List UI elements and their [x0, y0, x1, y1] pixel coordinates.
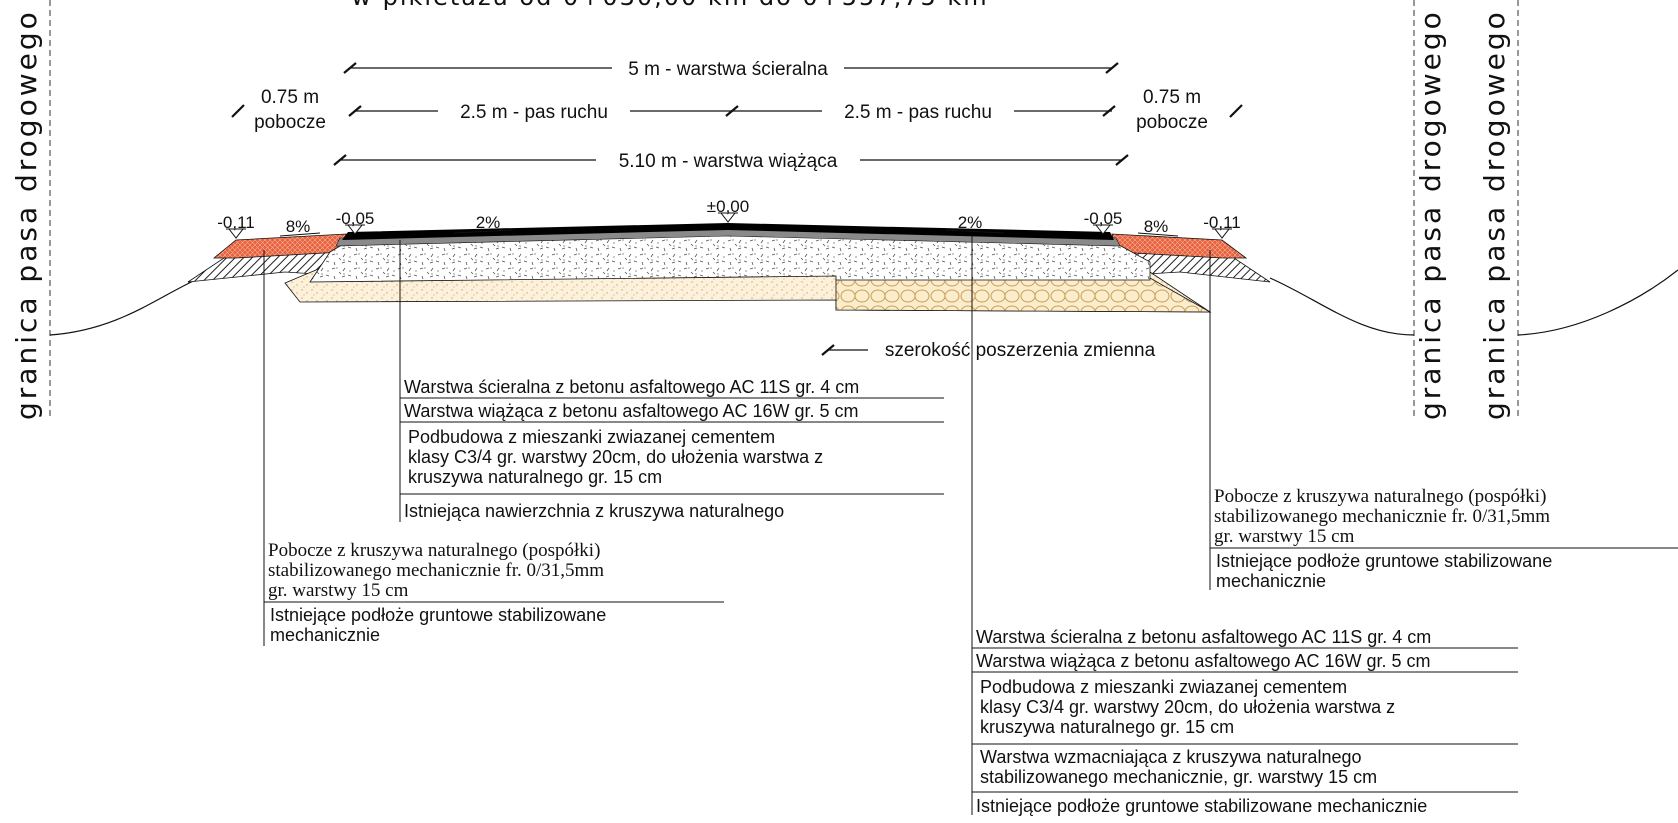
level-shoulder-slope-right: 8%	[1144, 217, 1169, 236]
legend-existing-aggregate: Istniejąca nawierzchnia z kruszywa natur…	[404, 501, 784, 521]
boundary-label-right-2: granica pasa drogowego	[1478, 9, 1511, 420]
legend-shoulder-right: Pobocze z kruszywa naturalnego (pospółki…	[1210, 486, 1678, 591]
legend-shoulder-left-line3: gr. warstwy 15 cm	[268, 580, 409, 601]
dim-shoulder-left-value: 0.75 m	[261, 87, 319, 108]
legend-widening-reinf-2: stabilizowanego mechanicznie, gr. warstw…	[980, 767, 1377, 787]
level-lane-edge-left: -0,05	[336, 209, 375, 228]
legend-existing-wearing: Warstwa ścieralna z betonu asfaltowego A…	[404, 377, 859, 397]
terrain-far-right	[1517, 269, 1678, 336]
drawing-title: w pikietażu od 0+030,00 km do 0+557,75 k…	[351, 0, 988, 11]
legend-widening-wearing: Warstwa ścieralna z betonu asfaltowego A…	[976, 627, 1431, 647]
level-edge-left: -0,11	[217, 213, 255, 232]
legend-widening-base-2: klasy C3/4 gr. warstwy 20cm, do ułożenia…	[980, 697, 1395, 717]
terrain-left	[49, 277, 201, 336]
reinforcement-layer	[835, 277, 1212, 313]
dim-shoulder-left-name: pobocze	[254, 112, 326, 133]
dim-widening: szerokość poszerzenia zmienna	[885, 340, 1156, 361]
level-shoulder-slope-left: 8%	[286, 217, 311, 236]
dim-lane-right: 2.5 m - pas ruchu	[844, 102, 992, 123]
level-edge-right: -0,11	[1203, 213, 1241, 232]
level-lane-edge-right: -0,05	[1084, 209, 1123, 228]
legend-shoulder-right-line3: gr. warstwy 15 cm	[1214, 526, 1355, 547]
level-axis: ±0,00	[707, 197, 749, 216]
legend-widening-subgrade: Istniejące podłoże gruntowe stabilizowan…	[976, 796, 1427, 816]
legend-widening-binder: Warstwa wiążąca z betonu asfaltowego AC …	[976, 651, 1431, 671]
legend-existing-base-2: klasy C3/4 gr. warstwy 20cm, do ułożenia…	[408, 447, 823, 467]
boundary-lines	[49, 0, 1519, 420]
legend-existing-road: Warstwa ścieralna z betonu asfaltowego A…	[400, 377, 944, 521]
legend-existing-base-3: kruszywa naturalnego gr. 15 cm	[408, 467, 662, 487]
boundary-label-left: granica pasa drogowego	[10, 9, 43, 420]
dim-wearing-width: 5 m - warstwa ścieralna	[628, 59, 828, 80]
leader-lines	[263, 236, 1211, 815]
dim-shoulder-right-name: pobocze	[1136, 112, 1208, 133]
legend-shoulder-right-line2: stabilizowanego mechanicznie fr. 0/31,5m…	[1214, 506, 1550, 527]
legend-shoulder-left-subgrade-2: mechanicznie	[270, 625, 380, 645]
label-knockouts	[438, 56, 1174, 362]
pavement-layers	[49, 223, 1678, 336]
legend-shoulder-left-line1: Pobocze z kruszywa naturalnego (pospółki…	[268, 540, 600, 561]
wearing-course	[342, 223, 1114, 240]
terrain-right	[1269, 277, 1415, 336]
legend-shoulder-right-line1: Pobocze z kruszywa naturalnego (pospółki…	[1214, 486, 1546, 507]
dim-binder-width: 5.10 m - warstwa wiążąca	[619, 151, 838, 172]
legend-shoulder-right-subgrade-1: Istniejące podłoże gruntowe stabilizowan…	[1216, 551, 1552, 571]
level-crossfall-right: 2%	[958, 213, 983, 232]
boundary-label-right-1: granica pasa drogowego	[1414, 9, 1447, 420]
legend-existing-base-1: Podbudowa z mieszanki zwiazanej cementem	[408, 427, 775, 447]
legend-shoulder-left: Pobocze z kruszywa naturalnego (pospółki…	[264, 540, 724, 645]
legend-widening-base-3: kruszywa naturalnego gr. 15 cm	[980, 717, 1234, 737]
legend-widening: Warstwa ścieralna z betonu asfaltowego A…	[972, 627, 1518, 816]
legend-shoulder-right-subgrade-2: mechanicznie	[1216, 571, 1326, 591]
legend-existing-binder: Warstwa wiążąca z betonu asfaltowego AC …	[404, 401, 859, 421]
level-markers	[226, 212, 1232, 239]
legend-widening-base-1: Podbudowa z mieszanki zwiazanej cementem	[980, 677, 1347, 697]
legend-widening-reinf-1: Warstwa wzmacniająca z kruszywa naturaln…	[980, 747, 1361, 767]
legend-shoulder-left-line2: stabilizowanego mechanicznie fr. 0/31,5m…	[268, 560, 604, 581]
dim-shoulder-right-value: 0.75 m	[1143, 87, 1201, 108]
dim-lane-left: 2.5 m - pas ruchu	[460, 102, 608, 123]
level-crossfall-left: 2%	[476, 213, 501, 232]
legend-shoulder-left-subgrade-1: Istniejące podłoże gruntowe stabilizowan…	[270, 605, 606, 625]
